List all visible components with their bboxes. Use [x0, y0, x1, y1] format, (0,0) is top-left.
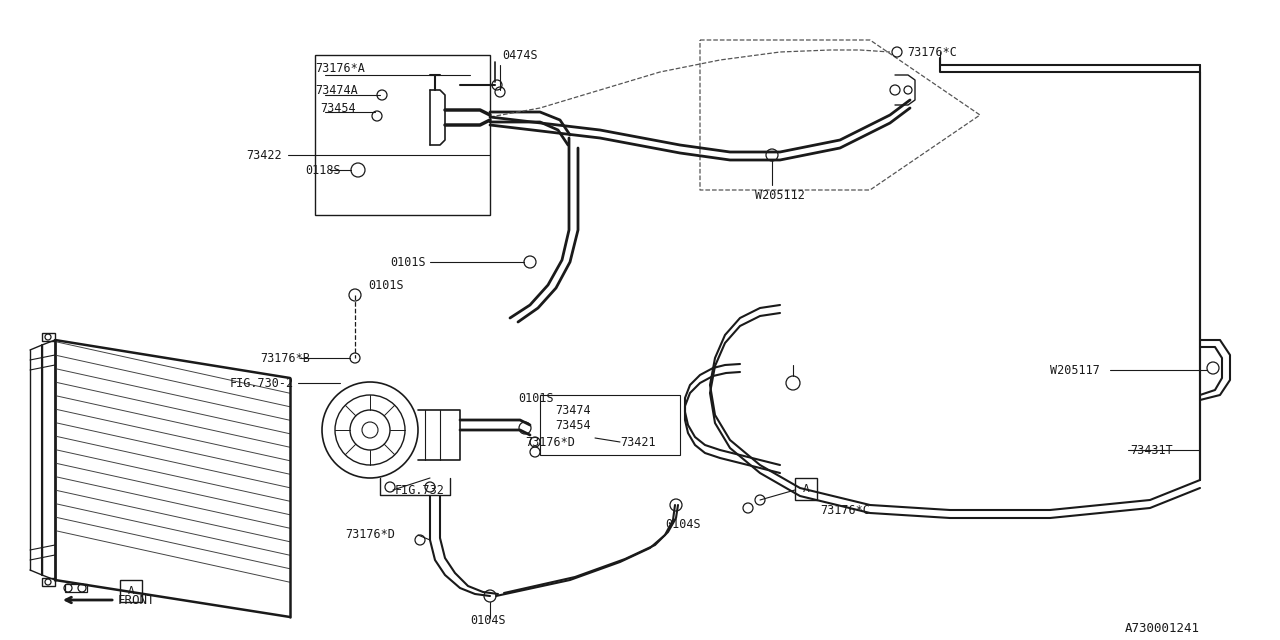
Text: FIG.730-2: FIG.730-2	[230, 376, 294, 390]
Bar	[120, 580, 142, 602]
Text: 73421: 73421	[620, 435, 655, 449]
Bar	[42, 578, 55, 586]
Bar	[42, 333, 55, 341]
Text: 73176*A: 73176*A	[315, 61, 365, 74]
Text: FRONT: FRONT	[118, 593, 155, 607]
Text: 73431T: 73431T	[1130, 444, 1172, 456]
Text: 0101S: 0101S	[518, 392, 554, 404]
Text: 73454: 73454	[556, 419, 590, 431]
Text: 73176*C: 73176*C	[908, 45, 957, 58]
Text: 73176*D: 73176*D	[346, 529, 394, 541]
Text: 0474S: 0474S	[502, 49, 538, 61]
Text: 0101S: 0101S	[369, 278, 403, 291]
Text: 73474: 73474	[556, 403, 590, 417]
Text: 0104S: 0104S	[470, 614, 506, 627]
Text: 0118S: 0118S	[305, 163, 340, 177]
Bar	[65, 584, 87, 592]
Bar	[795, 478, 817, 500]
Text: 0101S: 0101S	[390, 255, 426, 269]
Text: W205117: W205117	[1050, 364, 1100, 376]
Text: 73454: 73454	[320, 102, 356, 115]
Text: 0104S: 0104S	[666, 518, 700, 531]
Text: W205112: W205112	[755, 189, 805, 202]
Bar	[540, 395, 680, 455]
Text: A: A	[128, 586, 134, 596]
Text: A: A	[803, 484, 809, 494]
Bar	[315, 55, 490, 215]
Text: 73176*B: 73176*B	[260, 351, 310, 365]
Text: FIG.732: FIG.732	[396, 483, 445, 497]
Text: 73474A: 73474A	[315, 83, 357, 97]
Text: 73176*C: 73176*C	[820, 504, 870, 516]
Text: A730001241: A730001241	[1125, 621, 1201, 634]
Text: 73176*D: 73176*D	[525, 435, 575, 449]
Text: 73422: 73422	[246, 148, 282, 161]
